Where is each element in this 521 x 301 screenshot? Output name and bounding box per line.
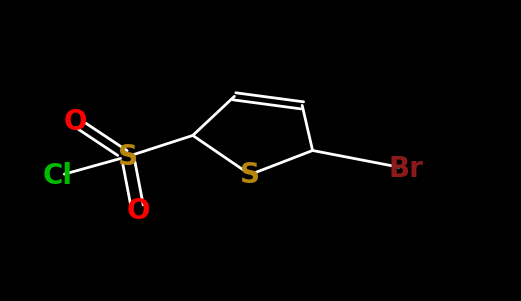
- Text: Br: Br: [389, 154, 424, 183]
- Text: S: S: [118, 142, 138, 171]
- Text: O: O: [126, 197, 150, 225]
- Text: S: S: [240, 160, 260, 189]
- Text: Cl: Cl: [42, 162, 72, 190]
- Text: O: O: [64, 108, 88, 136]
